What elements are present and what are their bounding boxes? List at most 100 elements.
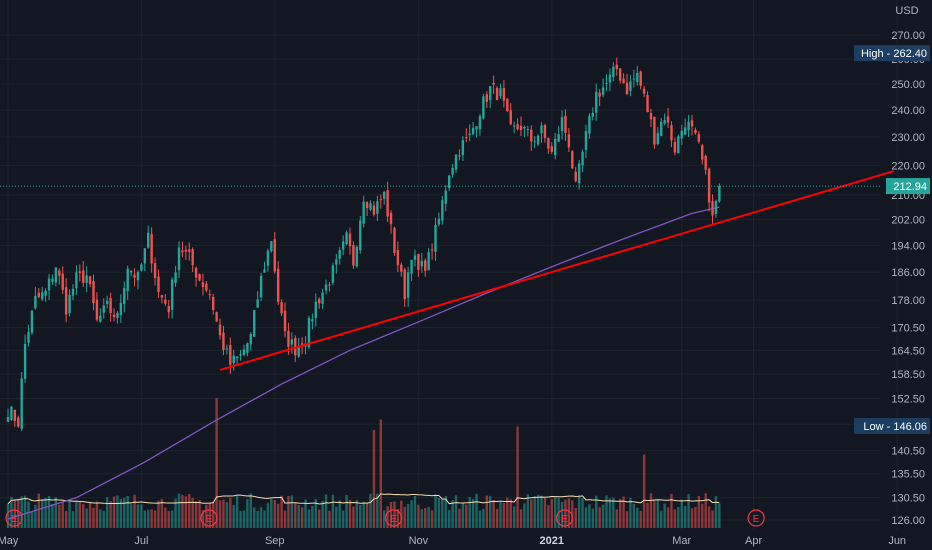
price-tick-label: 220.00 [891,160,925,172]
candle-body [270,241,273,252]
volume-bar [461,503,465,528]
earnings-marker[interactable] [747,509,765,527]
candle-body [581,151,584,166]
trendline[interactable] [219,170,895,371]
candle-body [430,249,434,251]
volume-bar [376,493,379,528]
candle-body [526,129,530,131]
candle-body [547,137,550,149]
volume-bar [424,508,427,528]
candle-body [116,312,119,319]
price-tick-label: 126.00 [891,515,925,527]
volume-bar [311,505,314,528]
price-tick-label: 135.50 [891,469,925,481]
candle-body [396,250,400,266]
earnings-marker[interactable] [556,509,574,527]
candle-body [188,249,191,252]
candle-body [85,275,88,283]
earnings-marker[interactable] [5,509,23,527]
volume-bar [153,510,157,528]
candle-body [444,190,447,204]
volume-bar [99,509,102,528]
candle-body [554,138,557,156]
time-axis[interactable]: May Jul Sep Nov 2021 Mar Apr Jun [0,535,906,547]
volume-bar [229,497,232,528]
volume-bar [215,398,218,528]
candle-body [331,265,335,283]
time-tick-label: Apr [745,535,762,547]
earnings-marker[interactable] [385,509,403,527]
volume-bar [632,503,636,528]
candle-body [468,133,471,136]
candle-body [523,127,526,129]
candles [6,57,721,432]
candle-body [102,305,105,313]
candle-body [666,116,670,123]
candle-body [383,191,386,199]
candle-body [437,218,441,225]
volume-bar [109,500,112,528]
candle-body [27,332,30,343]
volume-bar [297,504,300,528]
volume-bar [88,502,92,528]
candle-body [598,92,601,97]
volume-bar [232,505,235,528]
volume-bar [615,509,618,528]
candle-body [629,81,632,91]
volume-bar [625,511,629,528]
volume-bar [147,509,150,528]
candle-body [253,310,256,337]
volume-bar [410,500,413,528]
volume-bar [454,495,458,528]
volume-bar [249,493,253,528]
volume-bar [82,504,85,528]
volume-bar [348,499,352,528]
trendline-segment[interactable] [219,170,895,371]
volume-bar [526,494,530,528]
volume-bar [37,493,40,528]
moving-average-line [7,206,720,520]
volume-bar [636,507,639,528]
volume-bar [174,498,177,528]
earnings-marker[interactable] [200,509,218,527]
volume-bar [465,504,468,528]
candle-body [47,278,51,291]
candle-body [543,125,547,138]
volume-bar [581,497,584,528]
candle-body [160,295,164,298]
currency-label[interactable]: USD [895,5,918,17]
candle-body [574,171,577,182]
candle-body [632,78,636,80]
candle-body [447,175,451,189]
candle-body [533,141,536,143]
candle-body [276,268,280,302]
volume-bar [92,507,95,528]
candle-body [625,82,629,95]
volume-bar [383,510,386,528]
volume-bar [95,501,99,528]
volume-bar [605,495,608,528]
time-tick-label: May [0,535,19,547]
volume-bar [136,504,140,528]
volume-bar [191,497,194,528]
volume-bar [300,507,304,528]
candle-body [181,250,184,253]
volume-bar [639,510,642,528]
candle-body [434,224,437,252]
volume-bar [54,497,58,528]
volume-bar [711,510,714,528]
candle-body [646,95,649,113]
candle-body [99,315,102,322]
price-axis[interactable]: 126.00130.50135.50140.50146.50152.50158.… [891,30,925,527]
candle-body [509,110,512,125]
volume-bar [167,511,170,528]
volume-bar [126,496,129,528]
volume-bar [595,495,598,528]
candle-body [157,276,160,293]
volume-bar [164,507,167,528]
volume-bar [287,495,290,528]
candle-body [177,247,181,271]
